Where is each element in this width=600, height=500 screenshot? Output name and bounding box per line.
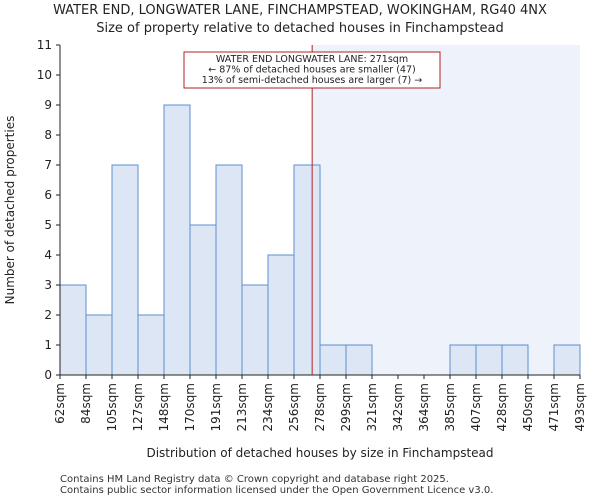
x-tick-label: 428sqm xyxy=(495,383,509,431)
x-tick-label: 471sqm xyxy=(547,383,561,431)
y-tick-label: 0 xyxy=(44,368,52,382)
x-tick-label: 342sqm xyxy=(391,383,405,431)
y-tick-label: 10 xyxy=(37,68,52,82)
histogram-bar xyxy=(293,164,321,376)
x-tick-label: 385sqm xyxy=(443,383,457,431)
histogram-bar xyxy=(267,254,295,376)
y-tick-label: 2 xyxy=(44,308,52,322)
y-tick-label: 6 xyxy=(44,188,52,202)
y-tick-label: 1 xyxy=(44,338,52,352)
y-tick-label: 3 xyxy=(44,278,52,292)
x-tick-label: 127sqm xyxy=(131,383,145,431)
y-tick-label: 7 xyxy=(44,158,52,172)
x-tick-label: 105sqm xyxy=(105,383,119,431)
x-tick-label: 213sqm xyxy=(235,383,249,431)
x-tick-label: 62sqm xyxy=(53,383,67,424)
y-tick-label: 11 xyxy=(37,38,52,52)
histogram-bar xyxy=(553,344,581,376)
y-tick-label: 4 xyxy=(44,248,52,262)
x-tick-label: 493sqm xyxy=(573,383,587,431)
x-tick-label: 256sqm xyxy=(287,383,301,431)
x-tick-label: 234sqm xyxy=(261,383,275,431)
x-axis-title: Distribution of detached houses by size … xyxy=(146,446,493,460)
histogram-bar xyxy=(189,224,217,376)
annotation-box xyxy=(183,51,441,89)
y-tick-label: 9 xyxy=(44,98,52,112)
footer-licence: Contains public sector information licen… xyxy=(60,485,494,496)
y-axis-title: Number of detached properties xyxy=(3,116,17,305)
histogram-bar xyxy=(111,164,139,376)
x-tick-label: 170sqm xyxy=(183,383,197,431)
y-tick-label: 5 xyxy=(44,218,52,232)
x-tick-label: 191sqm xyxy=(209,383,223,431)
histogram-bar xyxy=(449,344,477,376)
x-tick-label: 364sqm xyxy=(417,383,431,431)
histogram-bar xyxy=(319,344,347,376)
histogram-bar xyxy=(215,164,243,376)
x-tick-label: 450sqm xyxy=(521,383,535,431)
x-tick-label: 84sqm xyxy=(79,383,93,424)
chart-subtitle: Size of property relative to detached ho… xyxy=(96,21,504,36)
x-tick-label: 407sqm xyxy=(469,383,483,431)
footer-copyright: Contains HM Land Registry data © Crown c… xyxy=(60,474,449,485)
histogram-bar xyxy=(85,314,113,376)
histogram-bar xyxy=(163,104,191,376)
annotation-line: WATER END LONGWATER LANE: 271sqm xyxy=(216,54,408,65)
annotation-line: ← 87% of detached houses are smaller (47… xyxy=(208,65,415,76)
histogram-bar xyxy=(137,314,165,376)
histogram-bar xyxy=(475,344,503,376)
histogram-bar xyxy=(241,284,269,376)
annotation-line: 13% of semi-detached houses are larger (… xyxy=(202,75,422,86)
y-tick-label: 8 xyxy=(44,128,52,142)
x-tick-label: 148sqm xyxy=(157,383,171,431)
histogram-bar xyxy=(59,284,87,376)
x-tick-label: 321sqm xyxy=(365,383,379,431)
highlight-region xyxy=(312,45,580,375)
histogram-bar xyxy=(345,344,373,376)
x-tick-label: 278sqm xyxy=(313,383,327,431)
chart-title: WATER END, LONGWATER LANE, FINCHAMPSTEAD… xyxy=(53,3,547,18)
histogram-bar xyxy=(501,344,529,376)
x-tick-label: 299sqm xyxy=(339,383,353,431)
